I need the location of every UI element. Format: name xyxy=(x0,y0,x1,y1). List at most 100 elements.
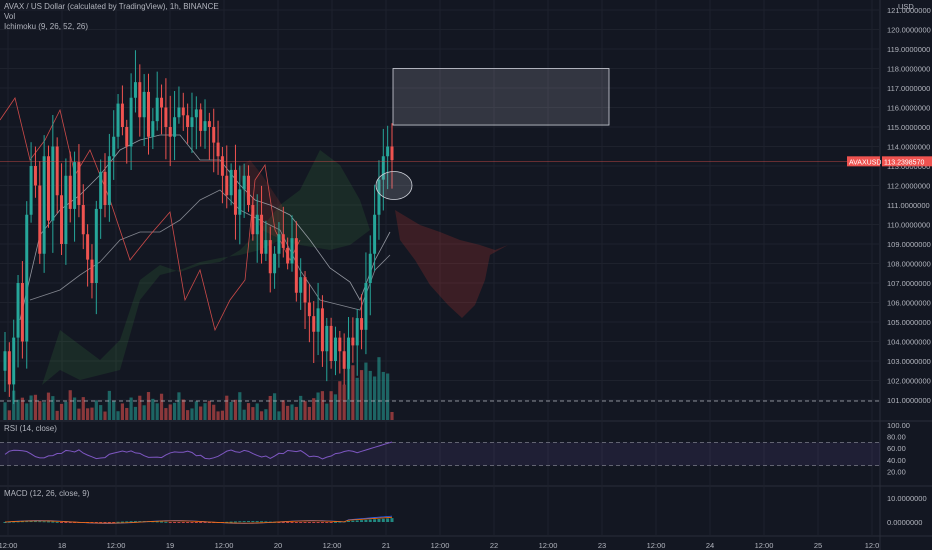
candle-body xyxy=(303,277,307,303)
volume-bar xyxy=(290,404,294,420)
volume-bar xyxy=(190,408,194,420)
symbol-legend[interactable]: AVAX / US Dollar (calculated by TradingV… xyxy=(4,2,219,11)
symbol-price-tag xyxy=(847,156,880,167)
volume-bar xyxy=(42,402,46,420)
price-tick-label: 117.0000000 xyxy=(887,84,930,93)
volume-bar xyxy=(251,407,255,420)
macd-legend[interactable]: MACD (12, 26, close, 9) xyxy=(4,489,90,498)
candle-body xyxy=(212,127,216,143)
candle-body xyxy=(390,146,394,161)
macd-histogram-bar xyxy=(347,520,351,522)
rsi-tick-label: 20.00 xyxy=(887,467,906,476)
price-tick-label: 116.0000000 xyxy=(887,104,930,113)
macd-histogram-bar xyxy=(16,521,20,523)
macd-histogram-bar xyxy=(94,522,98,523)
volume-bars xyxy=(3,357,394,420)
macd-histogram-bar xyxy=(390,518,394,522)
price-tick-label: 113.0000000 xyxy=(887,162,930,171)
rsi-line xyxy=(4,441,393,460)
volume-bar xyxy=(225,395,229,420)
volume-bar xyxy=(125,407,129,420)
macd-histogram-bar xyxy=(155,521,159,523)
macd-tick-label: 10.0000000 xyxy=(887,494,927,503)
macd-histogram-bar xyxy=(333,521,337,523)
macd-histogram-bar xyxy=(107,522,111,523)
macd-histogram-bar xyxy=(138,521,142,523)
volume-bar xyxy=(81,397,85,420)
candle-body xyxy=(220,156,224,176)
volume-bar xyxy=(238,392,242,420)
candle-body xyxy=(207,121,211,127)
candle-body xyxy=(33,166,37,186)
macd-histogram-bar xyxy=(29,521,33,523)
volume-bar xyxy=(151,398,155,420)
macd-histogram-bar xyxy=(160,521,164,523)
rsi-pane xyxy=(0,441,880,466)
candle-body xyxy=(216,142,220,157)
ichimoku-legend[interactable]: Ichimoku (9, 26, 52, 26) xyxy=(4,22,89,31)
macd-histogram-bar xyxy=(242,521,246,523)
volume-bar xyxy=(146,392,151,420)
candle-body xyxy=(116,103,120,137)
time-tick-label: 24 xyxy=(706,541,714,550)
candle-body xyxy=(238,189,242,215)
volume-bar xyxy=(164,408,168,420)
macd-histogram-bar xyxy=(277,522,281,523)
macd-histogram-bar xyxy=(25,521,29,523)
volume-bar xyxy=(368,370,372,420)
volume-bar xyxy=(203,403,207,420)
volume-bar xyxy=(72,397,77,420)
macd-histogram-bar xyxy=(233,521,237,523)
macd-histogram-bar xyxy=(355,520,359,522)
price-axis[interactable]: 121.0000000 120.0000000 119.0000000 118.000… xyxy=(847,2,932,527)
volume-bar xyxy=(77,408,81,420)
currency-label: USD xyxy=(898,2,914,11)
candle-body xyxy=(277,234,281,254)
macd-histogram-bar xyxy=(381,518,385,522)
candle-body xyxy=(247,175,251,205)
volume-bar xyxy=(38,400,42,420)
volume-bar xyxy=(186,410,190,420)
macd-histogram-bar xyxy=(55,521,59,523)
volume-bar xyxy=(64,401,68,420)
candle-body xyxy=(55,146,59,196)
rsi-tick-label: 80.00 xyxy=(887,433,906,442)
price-tick-label: 108.0000000 xyxy=(887,260,931,269)
candlestick-series xyxy=(3,50,394,405)
price-tick-label: 110.0000000 xyxy=(887,221,930,230)
volume-bar xyxy=(194,401,198,420)
candle-body xyxy=(38,185,42,254)
candle-body xyxy=(103,171,107,205)
candle-body xyxy=(355,318,359,346)
macd-histogram-bar xyxy=(286,522,290,523)
volume-bar xyxy=(99,405,103,420)
rsi-band xyxy=(0,442,880,466)
candle-body xyxy=(264,240,268,254)
volume-bar xyxy=(307,406,311,420)
volume-bar xyxy=(229,401,233,420)
volume-bar xyxy=(294,406,298,420)
volume-legend[interactable]: Vol xyxy=(4,12,16,21)
time-axis[interactable]: 12:00 18 12:00 19 12:00 20 12:00 21 12:00 22 12:00… xyxy=(0,541,879,550)
volume-bar xyxy=(255,403,259,420)
candle-body xyxy=(168,127,172,137)
tenkan-sen-line xyxy=(19,134,391,321)
candle-body xyxy=(299,277,303,293)
volume-bar xyxy=(272,393,277,420)
volume-bar xyxy=(25,403,29,420)
volume-bar xyxy=(107,390,111,420)
volume-bar xyxy=(90,407,94,420)
price-tick-label: 101.0000000 xyxy=(887,396,931,405)
volume-bar xyxy=(277,411,281,420)
volume-bar xyxy=(246,403,251,420)
macd-histogram-bar xyxy=(64,522,68,523)
drawing-annotations[interactable] xyxy=(0,68,880,402)
macd-histogram-bar xyxy=(264,521,268,523)
candle-body xyxy=(251,205,255,235)
price-tick-label: 102.0000000 xyxy=(887,377,931,386)
rsi-legend[interactable]: RSI (14, close) xyxy=(4,424,57,433)
time-tick-label: 20 xyxy=(274,541,282,550)
time-tick-label: 12:00 xyxy=(431,541,450,550)
macd-histogram-bar xyxy=(120,521,124,523)
